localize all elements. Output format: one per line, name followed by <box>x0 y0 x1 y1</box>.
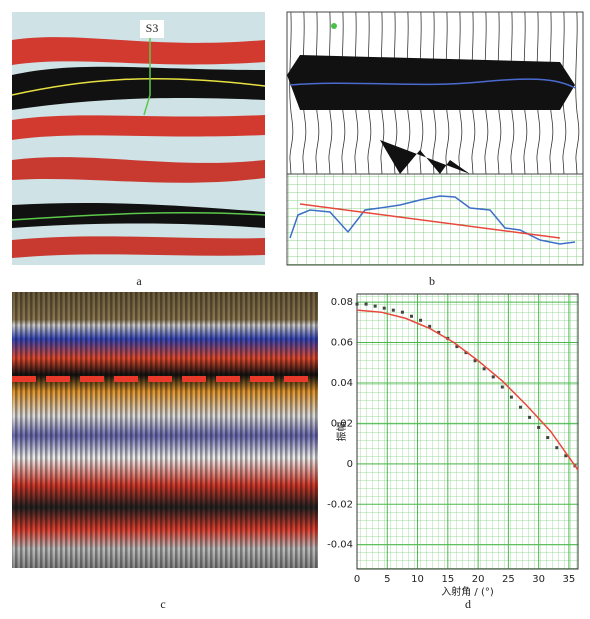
plot-frame <box>356 293 579 570</box>
data-point <box>482 367 486 371</box>
data-point <box>382 306 386 310</box>
y-tick-label: 0.08 <box>331 297 353 308</box>
data-point <box>428 324 432 328</box>
panel-c <box>12 292 318 568</box>
data-point <box>373 304 377 308</box>
x-tick-label: 20 <box>472 574 485 585</box>
data-point <box>528 415 532 419</box>
data-point <box>564 454 568 458</box>
y-axis-label: 振幅 <box>335 422 348 442</box>
y-tick-label: 0 <box>347 459 353 470</box>
x-tick-label: 35 <box>563 574 576 585</box>
data-point <box>409 314 413 318</box>
y-tick-label: 0.02 <box>331 418 353 429</box>
x-tick-label: 25 <box>502 574 515 585</box>
data-point <box>464 351 468 355</box>
y-tick-label: 0.06 <box>331 338 353 349</box>
data-point <box>400 310 404 314</box>
data-point <box>364 302 368 306</box>
data-point <box>555 446 559 450</box>
x-tick-label: 30 <box>532 574 545 585</box>
panel-b <box>286 11 584 266</box>
panel-d: -0.04 -0.02 0 0.02 0.04 0.06 0.08 0 5 10 15 20 25 30 3… <box>327 293 579 598</box>
data-point <box>518 405 522 409</box>
data-point <box>500 385 504 389</box>
data-point <box>391 308 395 312</box>
y-tick-label: -0.04 <box>327 540 353 551</box>
panel-label: d <box>465 597 471 611</box>
panel-a: S3 <box>11 12 266 265</box>
x-tick-label: 15 <box>441 574 454 585</box>
panel-label: c <box>160 597 165 611</box>
data-point <box>473 359 477 363</box>
data-point <box>546 436 550 440</box>
x-tick-label: 5 <box>384 574 390 585</box>
data-point <box>491 375 495 379</box>
data-point <box>437 330 441 334</box>
x-tick-label: 0 <box>354 574 360 585</box>
well-label: S3 <box>146 21 159 35</box>
data-point <box>455 345 459 349</box>
fit-line <box>356 309 579 471</box>
x-axis-label: 入射角 / (°) <box>441 586 494 598</box>
panel-label: a <box>136 274 142 288</box>
y-tick-label: 0.04 <box>331 378 353 389</box>
x-tick-label: 10 <box>411 574 424 585</box>
panel-label: b <box>429 274 435 288</box>
y-tick-label: -0.02 <box>327 499 353 510</box>
data-point <box>537 425 541 429</box>
data-point <box>419 318 423 322</box>
data-point <box>509 395 513 399</box>
well-label-box <box>140 20 164 38</box>
data-point <box>355 302 359 306</box>
minor-grid <box>357 294 578 569</box>
